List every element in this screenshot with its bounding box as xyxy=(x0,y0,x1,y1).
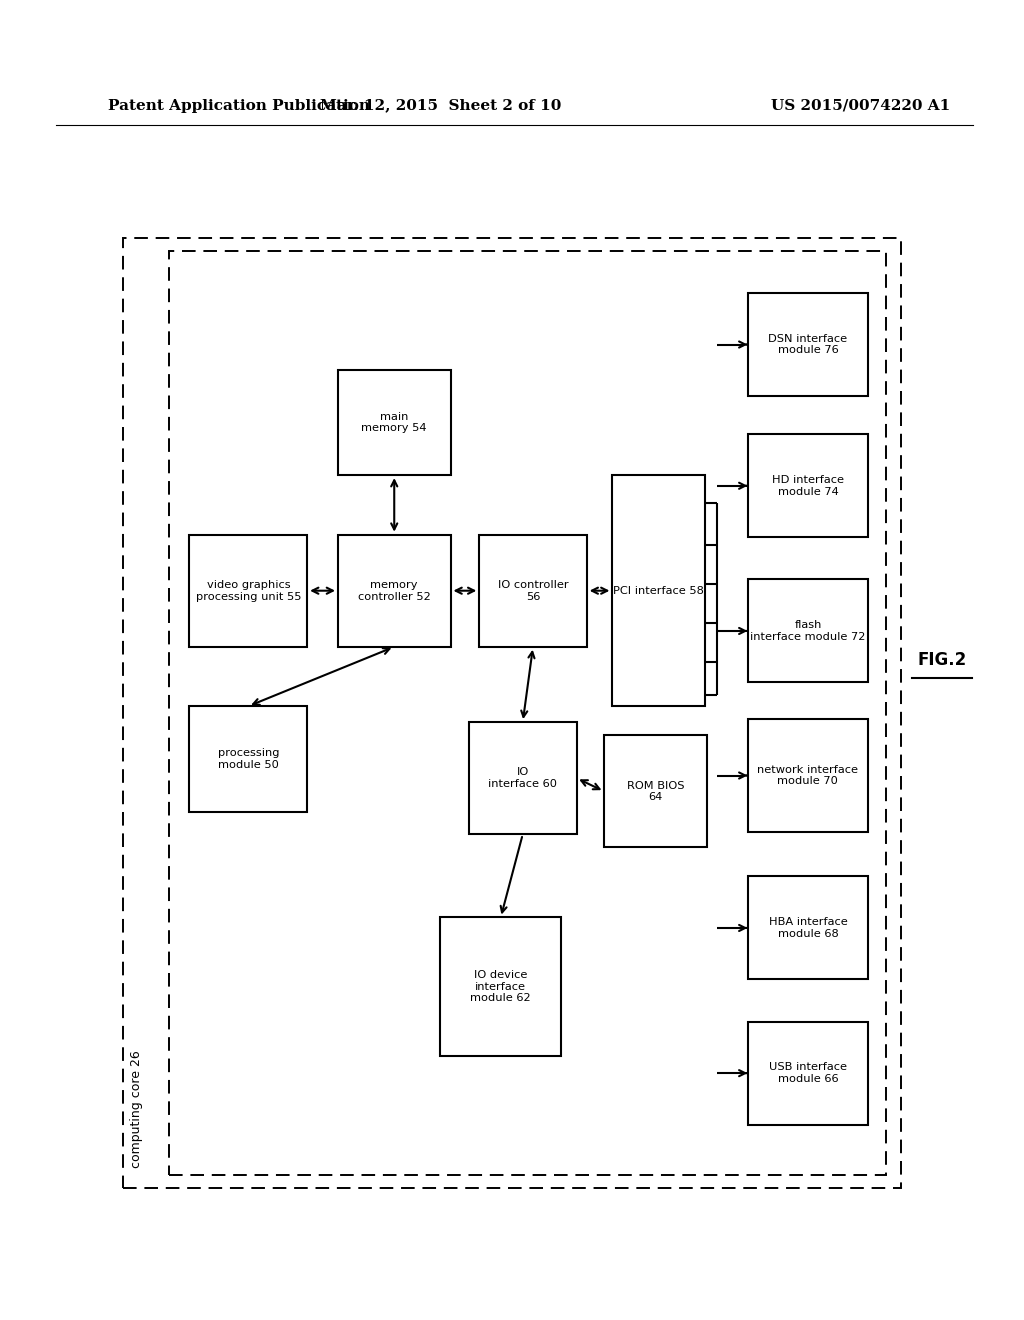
Bar xyxy=(748,434,868,537)
Bar xyxy=(189,706,307,812)
Bar xyxy=(440,917,561,1056)
Text: video graphics
processing unit 55: video graphics processing unit 55 xyxy=(196,579,301,602)
Text: IO controller
56: IO controller 56 xyxy=(498,579,568,602)
Text: network interface
module 70: network interface module 70 xyxy=(758,764,858,787)
Text: ROM BIOS
64: ROM BIOS 64 xyxy=(627,780,684,803)
Text: DSN interface
module 76: DSN interface module 76 xyxy=(768,334,848,355)
Bar xyxy=(612,475,705,706)
Text: IO
interface 60: IO interface 60 xyxy=(488,767,557,789)
Text: IO device
interface
module 62: IO device interface module 62 xyxy=(470,970,531,1003)
Bar xyxy=(479,535,587,647)
Text: processing
module 50: processing module 50 xyxy=(217,748,280,770)
Text: memory
controller 52: memory controller 52 xyxy=(357,579,431,602)
Bar xyxy=(748,876,868,979)
Text: USB interface
module 66: USB interface module 66 xyxy=(769,1063,847,1084)
Text: main
memory 54: main memory 54 xyxy=(361,412,427,433)
Bar xyxy=(748,719,868,832)
Bar xyxy=(748,1022,868,1125)
Bar xyxy=(748,579,868,682)
Bar xyxy=(748,293,868,396)
Text: US 2015/0074220 A1: US 2015/0074220 A1 xyxy=(770,99,950,112)
Bar xyxy=(169,251,886,1175)
Text: Mar. 12, 2015  Sheet 2 of 10: Mar. 12, 2015 Sheet 2 of 10 xyxy=(319,99,561,112)
Bar xyxy=(123,238,901,1188)
Bar xyxy=(338,535,451,647)
Bar xyxy=(338,370,451,475)
Text: FIG.2: FIG.2 xyxy=(918,651,967,669)
Bar xyxy=(189,535,307,647)
Text: computing core 26: computing core 26 xyxy=(130,1051,142,1168)
Text: HD interface
module 74: HD interface module 74 xyxy=(772,475,844,496)
Text: PCI interface 58: PCI interface 58 xyxy=(613,586,703,595)
Text: Patent Application Publication: Patent Application Publication xyxy=(108,99,370,112)
Text: HBA interface
module 68: HBA interface module 68 xyxy=(769,917,847,939)
Bar xyxy=(604,735,707,847)
Text: flash
interface module 72: flash interface module 72 xyxy=(751,620,865,642)
Bar xyxy=(469,722,577,834)
